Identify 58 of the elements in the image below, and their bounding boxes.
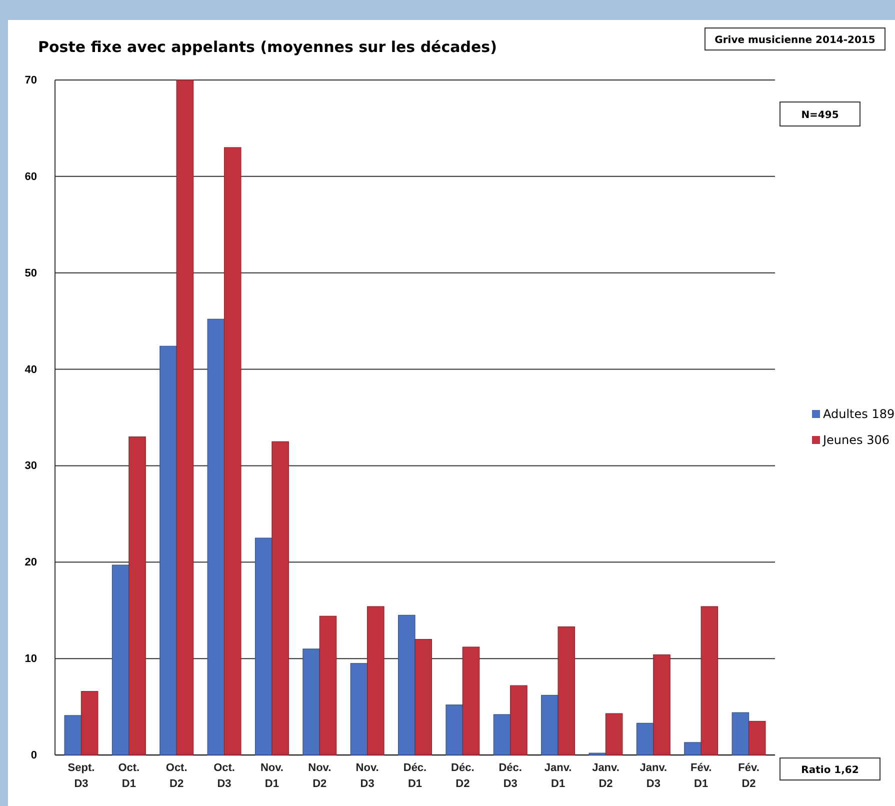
bar — [732, 712, 750, 756]
y-tick-label: 50 — [24, 267, 37, 280]
x-tick-label: Oct. D1 — [118, 762, 140, 790]
x-tick-label: Sept. D3 — [68, 762, 95, 790]
bar — [224, 147, 242, 756]
bar — [414, 638, 432, 756]
x-tick-label: Nov. D1 — [260, 762, 284, 790]
x-tick-label: Nov. D2 — [308, 762, 332, 790]
y-tick-label: 10 — [24, 653, 37, 666]
legend-label: Adultes 189 — [823, 407, 895, 421]
bar — [684, 742, 702, 756]
x-tick-label: Janv. D3 — [640, 762, 668, 790]
bar — [748, 720, 766, 756]
bar — [254, 538, 272, 756]
bar — [653, 654, 670, 756]
bar — [493, 714, 511, 756]
x-tick-label: Déc. D2 — [451, 762, 474, 790]
legend-label: Jeunes 306 — [822, 433, 890, 447]
y-tick-label: 60 — [24, 170, 37, 183]
bar — [319, 616, 337, 756]
x-tick-label: Déc. D3 — [498, 762, 522, 790]
x-tick-label: Janv. D2 — [592, 762, 620, 790]
bar — [302, 648, 320, 756]
y-tick-label: 70 — [24, 74, 37, 87]
x-tick-label: Déc. D1 — [403, 762, 427, 790]
x-tick-label: Nov. D3 — [356, 762, 379, 790]
bar — [80, 691, 98, 756]
bar — [160, 346, 177, 756]
x-tick-label: Fév. D1 — [690, 762, 712, 790]
bar — [558, 626, 576, 756]
bar — [272, 441, 289, 756]
bar — [176, 80, 194, 756]
x-tick-label: Janv. D1 — [544, 762, 572, 790]
bar — [367, 606, 384, 756]
bar — [636, 722, 654, 756]
x-tick-label: Oct. D2 — [166, 762, 188, 790]
y-tick-label: 0 — [30, 750, 37, 762]
text: Ratio 1,62 — [801, 765, 859, 776]
bar — [446, 704, 463, 756]
bar — [350, 663, 368, 756]
bar — [700, 606, 718, 756]
chart-title: Poste fixe avec appelants (moyennes sur les décades) — [38, 38, 497, 56]
bar — [128, 436, 146, 756]
bar — [605, 713, 623, 756]
y-tick-label: 30 — [24, 460, 37, 472]
bar — [462, 646, 480, 756]
y-tick-label: 40 — [24, 364, 37, 376]
bar — [64, 715, 82, 756]
x-tick-label: Fév. D2 — [738, 762, 760, 790]
bar — [541, 694, 558, 756]
bar — [398, 614, 416, 756]
bar — [112, 564, 130, 756]
bar — [207, 318, 225, 756]
text: N=495 — [801, 110, 839, 121]
x-tick-label: Oct. D3 — [214, 762, 235, 790]
text: Grive musicienne 2014-2015 — [714, 35, 876, 46]
y-tick-label: 20 — [24, 556, 37, 569]
bar — [510, 685, 528, 756]
